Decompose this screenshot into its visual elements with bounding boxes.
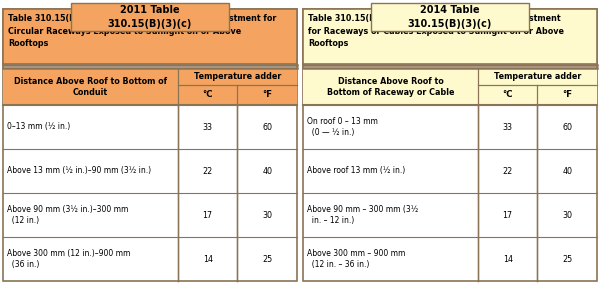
Text: 25: 25	[562, 254, 572, 264]
Text: °F: °F	[562, 90, 572, 99]
Text: Temperature adder: Temperature adder	[494, 72, 581, 82]
Text: Above roof 13 mm (½ in.): Above roof 13 mm (½ in.)	[307, 166, 405, 176]
Text: °C: °C	[202, 90, 213, 99]
Text: 33: 33	[503, 122, 512, 131]
Text: 2014 Table
310.15(B)(3)(c): 2014 Table 310.15(B)(3)(c)	[408, 5, 492, 29]
Text: °F: °F	[262, 90, 272, 99]
Text: On roof 0 – 13 mm
  (0 — ½ in.): On roof 0 – 13 mm (0 — ½ in.)	[307, 117, 378, 137]
Bar	[178, 69, 297, 105]
Text: 17: 17	[203, 210, 213, 220]
Text: 30: 30	[262, 210, 272, 220]
Text: 14: 14	[503, 254, 512, 264]
Text: 14: 14	[203, 254, 212, 264]
Text: 60: 60	[562, 122, 572, 131]
Text: Above 90 mm – 300 mm (3½
  in. – 12 in.): Above 90 mm – 300 mm (3½ in. – 12 in.)	[307, 205, 418, 225]
Text: 40: 40	[262, 166, 272, 176]
Text: Above 90 mm (3½ in.)–300 mm
  (12 in.): Above 90 mm (3½ in.)–300 mm (12 in.)	[7, 205, 128, 225]
Text: 2011 Table
310.15(B)(3)(c): 2011 Table 310.15(B)(3)(c)	[108, 5, 192, 29]
Text: 22: 22	[203, 166, 213, 176]
Bar	[303, 9, 597, 64]
Text: Above 13 mm (½ in.)–90 mm (3½ in.): Above 13 mm (½ in.)–90 mm (3½ in.)	[7, 166, 151, 176]
Text: 30: 30	[562, 210, 572, 220]
Bar	[303, 69, 478, 105]
Text: 17: 17	[503, 210, 513, 220]
Text: °C: °C	[502, 90, 513, 99]
Text: 40: 40	[562, 166, 572, 176]
Bar	[71, 3, 229, 31]
Text: Distance Above Roof to Bottom of
Conduit: Distance Above Roof to Bottom of Conduit	[14, 77, 167, 97]
Bar	[303, 9, 597, 281]
Text: 22: 22	[503, 166, 513, 176]
Text: Table 310.15(B)(3)(c) Ambient Temperature Adjustment
for Raceways or Cables Expo: Table 310.15(B)(3)(c) Ambient Temperatur…	[308, 14, 564, 48]
Text: Table 310.15(B)(3)(c) Ambient Temperature Adjustment for
Circular Raceways Expos: Table 310.15(B)(3)(c) Ambient Temperatur…	[8, 14, 277, 48]
Text: Temperature adder: Temperature adder	[194, 72, 281, 82]
Text: 33: 33	[203, 122, 212, 131]
Text: 25: 25	[262, 254, 272, 264]
Text: Above 300 mm – 900 mm
  (12 in. – 36 in.): Above 300 mm – 900 mm (12 in. – 36 in.)	[307, 249, 406, 269]
Text: Above 300 mm (12 in.)–900 mm
  (36 in.): Above 300 mm (12 in.)–900 mm (36 in.)	[7, 249, 130, 269]
Text: 0–13 mm (½ in.): 0–13 mm (½ in.)	[7, 122, 70, 131]
Bar	[3, 69, 178, 105]
Bar	[478, 69, 597, 105]
Bar	[371, 3, 529, 31]
Bar	[3, 9, 297, 281]
Text: Distance Above Roof to
Bottom of Raceway or Cable: Distance Above Roof to Bottom of Raceway…	[327, 77, 454, 97]
Text: 60: 60	[262, 122, 272, 131]
Bar	[3, 9, 297, 64]
